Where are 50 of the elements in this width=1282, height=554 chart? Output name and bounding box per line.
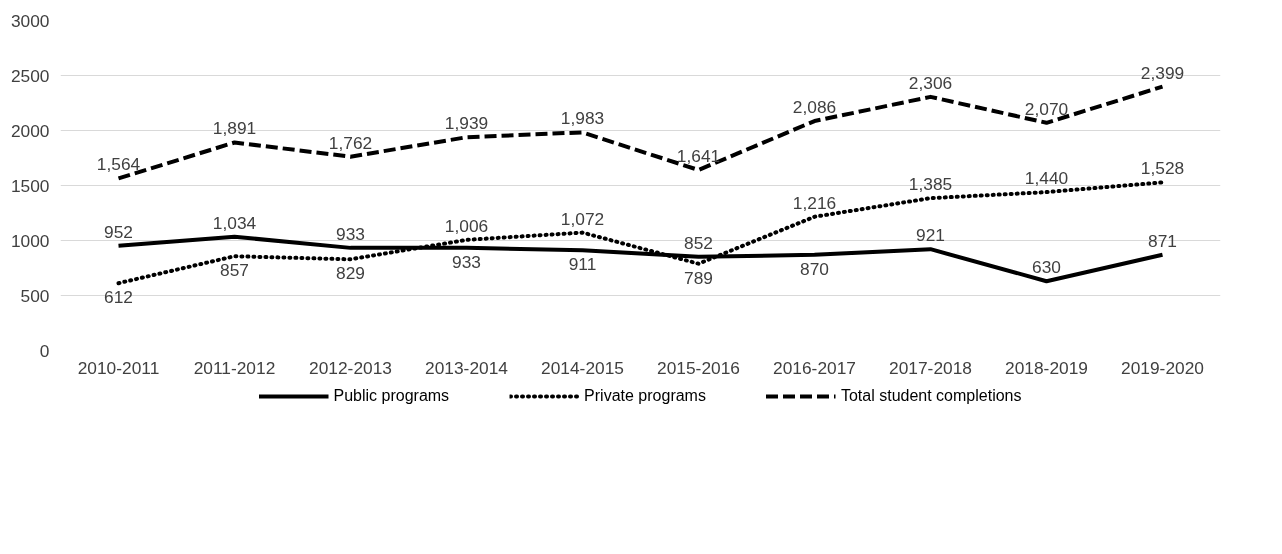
x-tick-label: 2019-2020 [1121,357,1204,378]
y-tick-label: 0 [39,340,50,361]
data-label: 1,440 [1024,168,1069,189]
x-tick-label: 2015-2016 [657,357,740,378]
data-label: 852 [684,232,713,253]
data-label: 1,641 [676,145,721,166]
data-label: 630 [1032,257,1061,278]
x-tick-label: 2011-2012 [193,357,276,378]
y-tick-label: 2000 [10,120,50,141]
data-label: 1,216 [792,192,837,213]
y-tick-label: 1000 [10,230,50,251]
data-label: 1,528 [1140,158,1185,179]
data-label: 1,385 [908,174,953,195]
y-tick-label: 500 [20,285,50,306]
data-label: 952 [104,221,133,242]
y-tick-label: 3000 [10,10,50,31]
data-label: 933 [336,223,365,244]
data-label: 2,399 [1140,62,1185,83]
data-label: 2,306 [908,72,953,93]
data-label: 1,762 [328,132,373,153]
data-label: 1,072 [560,208,605,229]
data-label: 1,564 [96,154,141,175]
data-label: 857 [220,260,249,281]
x-tick-label: 2013-2014 [425,357,509,378]
legend-label: Total student completions [840,387,1022,405]
data-label: 2,086 [792,97,837,118]
data-label: 1,983 [560,108,605,129]
data-label: 789 [684,267,713,288]
x-tick-label: 2016-2017 [773,357,856,378]
legend-label: Private programs [584,387,706,405]
y-tick-label: 2500 [10,65,50,86]
data-label: 921 [916,225,945,246]
data-label: 870 [800,258,829,279]
data-label: 911 [568,254,597,275]
data-label: 933 [452,251,481,272]
legend-label: Public programs [333,387,450,405]
x-tick-label: 2018-2019 [1005,357,1088,378]
x-tick-label: 2014-2015 [541,357,624,378]
x-tick-label: 2012-2013 [309,357,392,378]
data-label: 1,006 [444,215,489,236]
x-tick-label: 2010-2011 [77,357,160,378]
data-label: 871 [1148,230,1177,251]
data-label: 612 [104,287,133,308]
data-label: 829 [336,263,365,284]
data-label: 1,939 [444,113,489,134]
data-label: 1,891 [212,118,257,139]
data-label: 2,070 [1024,98,1069,119]
x-tick-label: 2017-2018 [889,357,972,378]
data-label: 1,034 [212,212,257,233]
y-tick-label: 1500 [10,175,50,196]
